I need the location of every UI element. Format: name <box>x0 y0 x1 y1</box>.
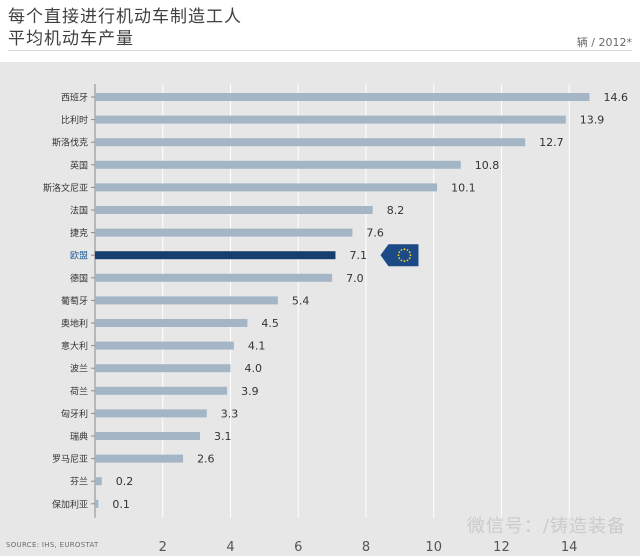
category-label: 斯洛伐克 <box>52 137 88 149</box>
unit-label: 辆 / 2012* <box>576 36 632 49</box>
value-label: 3.3 <box>221 407 239 420</box>
bar <box>95 296 278 305</box>
value-label: 7.1 <box>349 249 367 262</box>
value-label: 0.2 <box>116 475 134 488</box>
category-label: 保加利亚 <box>52 498 88 510</box>
bar <box>95 409 207 418</box>
bar <box>95 160 461 169</box>
value-label: 5.4 <box>292 294 310 307</box>
bar <box>95 477 102 486</box>
category-label: 斯洛文尼亚 <box>43 182 88 194</box>
bar <box>95 183 438 192</box>
value-label: 12.7 <box>539 136 564 149</box>
bar <box>95 454 184 463</box>
watermark-text: 微信号：/铸造装备 <box>466 516 626 537</box>
eu-flag-icon <box>380 244 419 267</box>
bar <box>95 115 566 124</box>
bar <box>95 341 234 350</box>
value-label: 10.1 <box>451 181 476 194</box>
value-label: 3.9 <box>241 385 259 398</box>
chart-title-line1: 每个直接进行机动车制造工人 <box>8 7 242 27</box>
value-label: 3.1 <box>214 430 232 443</box>
category-label: 德国 <box>70 272 88 284</box>
value-label: 4.1 <box>248 340 266 353</box>
category-label: 欧盟 <box>70 250 88 262</box>
category-label: 荷兰 <box>70 385 88 397</box>
source-note: SOURCE: IHS, EUROSTAT <box>6 541 99 549</box>
x-tick-label: 4 <box>226 540 234 555</box>
x-tick-label: 10 <box>425 540 442 555</box>
category-label: 葡萄牙 <box>61 295 88 307</box>
value-label: 10.8 <box>475 159 500 172</box>
bar <box>95 93 590 101</box>
value-label: 13.9 <box>580 114 605 127</box>
category-label: 英国 <box>70 159 88 171</box>
value-label: 0.1 <box>112 498 130 511</box>
title-divider <box>8 50 632 51</box>
category-label: 捷克 <box>70 227 88 239</box>
category-label: 意大利 <box>61 340 88 352</box>
category-label: 奥地利 <box>61 318 88 330</box>
category-label: 西班牙 <box>61 92 88 104</box>
x-tick-label: 14 <box>561 540 578 555</box>
value-label: 7.6 <box>366 227 384 240</box>
bar <box>95 228 353 237</box>
bar <box>95 432 200 440</box>
value-label: 2.6 <box>197 453 215 466</box>
x-tick-label: 2 <box>159 540 167 555</box>
category-label: 罗马尼亚 <box>52 454 88 465</box>
category-label: 瑞典 <box>70 431 88 443</box>
chart-title-line2: 平均机动车产量 <box>8 29 134 49</box>
bar <box>95 273 333 282</box>
category-label: 匈牙利 <box>61 408 88 420</box>
bar <box>95 319 248 327</box>
value-label: 4.0 <box>244 362 262 375</box>
bar <box>95 206 373 214</box>
category-label: 波兰 <box>70 363 88 375</box>
bar <box>95 499 99 508</box>
bar <box>95 364 231 373</box>
x-tick-label: 8 <box>362 540 370 555</box>
bar <box>95 138 526 147</box>
category-label: 芬兰 <box>70 476 88 488</box>
category-label: 比利时 <box>61 114 88 126</box>
value-label: 7.0 <box>346 272 364 285</box>
chart-title: 每个直接进行机动车制造工人 平均机动车产量 <box>8 6 242 50</box>
x-tick-label: 12 <box>493 540 510 555</box>
bar <box>95 386 228 395</box>
bar-highlight <box>95 251 336 260</box>
category-label: 法国 <box>70 205 88 217</box>
value-label: 8.2 <box>387 204 405 217</box>
value-label: 14.6 <box>604 91 629 104</box>
value-label: 4.5 <box>261 317 279 330</box>
x-tick-label: 6 <box>294 540 302 555</box>
